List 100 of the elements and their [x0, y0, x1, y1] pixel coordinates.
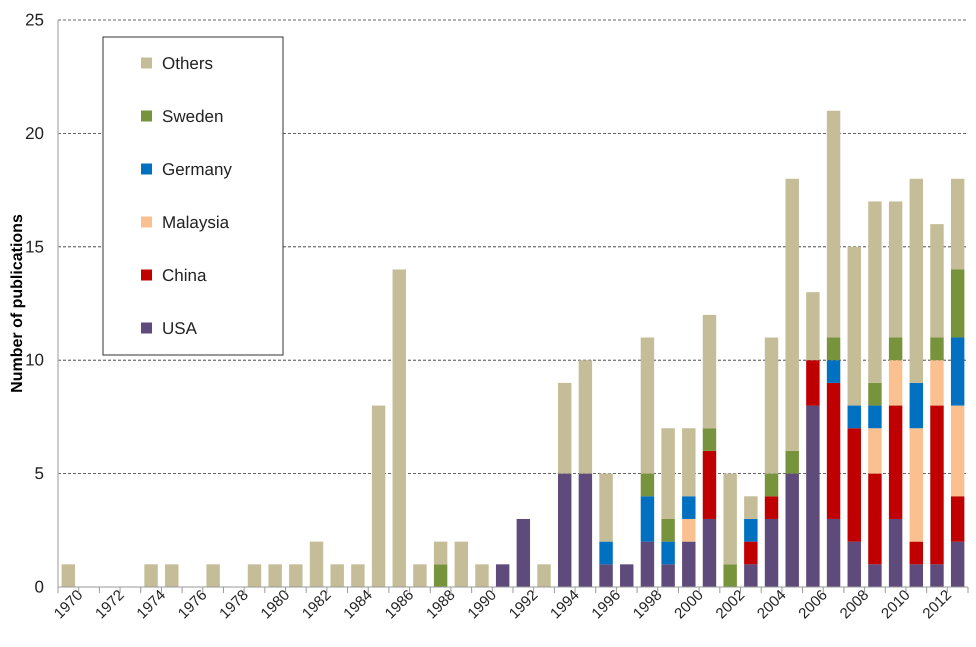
bar	[764, 474, 778, 496]
bar	[806, 360, 820, 406]
bar	[888, 406, 902, 519]
bar	[682, 542, 696, 587]
bar	[454, 542, 468, 587]
bar	[826, 338, 840, 360]
bar	[434, 564, 448, 587]
bar	[848, 246, 861, 406]
bar	[930, 406, 944, 564]
bar	[764, 518, 778, 587]
bar	[516, 518, 530, 587]
bar	[764, 338, 778, 474]
y-tick-label: 20	[25, 124, 44, 143]
bar	[661, 518, 675, 542]
bar	[806, 406, 820, 587]
bar	[744, 542, 758, 564]
bar	[848, 542, 861, 587]
bar	[868, 474, 882, 564]
bar	[351, 564, 365, 587]
bar	[475, 564, 489, 587]
bar	[868, 201, 882, 383]
bar	[744, 564, 758, 587]
bar	[702, 450, 716, 519]
bar	[826, 110, 840, 338]
bar	[682, 428, 696, 496]
bar	[248, 564, 262, 587]
bar	[910, 382, 924, 428]
bar	[661, 542, 675, 564]
y-tick-label: 25	[25, 10, 44, 30]
bar	[330, 564, 344, 587]
bar	[950, 542, 964, 587]
bar	[723, 474, 737, 564]
bar	[640, 474, 654, 496]
bar	[372, 406, 386, 587]
bar	[702, 428, 716, 451]
bar	[558, 382, 572, 474]
bar	[910, 542, 924, 564]
bar	[268, 564, 282, 587]
bar	[392, 269, 406, 587]
bar	[206, 564, 220, 587]
bar	[599, 564, 613, 587]
bar	[806, 292, 820, 360]
bar	[888, 201, 902, 338]
bar	[785, 474, 799, 587]
bar	[910, 564, 924, 587]
bar	[950, 269, 964, 338]
bar	[888, 518, 902, 587]
bar	[599, 474, 613, 542]
bar	[888, 360, 902, 406]
bar	[702, 518, 716, 587]
bar	[910, 428, 924, 542]
legend-label: Sweden	[162, 107, 224, 126]
bar	[620, 564, 634, 587]
bar	[785, 450, 799, 474]
y-tick-label: 15	[25, 237, 44, 256]
bar	[62, 564, 76, 587]
bar	[640, 542, 654, 587]
bar	[930, 564, 944, 587]
bar	[888, 338, 902, 360]
legend-label: China	[162, 266, 207, 285]
y-axis-title: Number of publications	[9, 214, 26, 393]
bar	[165, 564, 178, 587]
bar	[558, 474, 572, 587]
bar	[930, 360, 944, 406]
bar	[826, 518, 840, 587]
bar	[868, 564, 882, 587]
y-tick-label: 0	[34, 577, 44, 596]
bar	[910, 178, 924, 383]
bar	[661, 428, 675, 519]
bar	[950, 496, 964, 542]
bar	[950, 406, 964, 496]
bar	[744, 496, 758, 519]
bar	[640, 338, 654, 474]
bar	[661, 564, 675, 587]
bar	[868, 382, 882, 406]
bar	[764, 496, 778, 519]
bar	[144, 564, 158, 587]
bar	[682, 496, 696, 519]
bar	[682, 518, 696, 542]
legend-label: USA	[162, 319, 198, 338]
bar	[785, 178, 799, 451]
bar	[868, 406, 882, 428]
bar	[826, 382, 840, 519]
y-tick-label: 5	[34, 464, 44, 484]
bar	[848, 428, 861, 542]
y-tick-label: 10	[25, 350, 44, 370]
bar	[310, 542, 324, 587]
bar	[723, 564, 737, 587]
bar	[413, 564, 427, 587]
legend-label: Others	[162, 54, 214, 73]
bar	[289, 564, 303, 587]
bar	[744, 518, 758, 542]
bar	[599, 542, 613, 564]
bar	[640, 496, 654, 542]
bar	[578, 360, 592, 474]
legend-label: Malaysia	[162, 213, 230, 232]
bar	[496, 564, 510, 587]
bar	[578, 474, 592, 587]
bar	[848, 406, 861, 428]
bar	[950, 338, 964, 406]
